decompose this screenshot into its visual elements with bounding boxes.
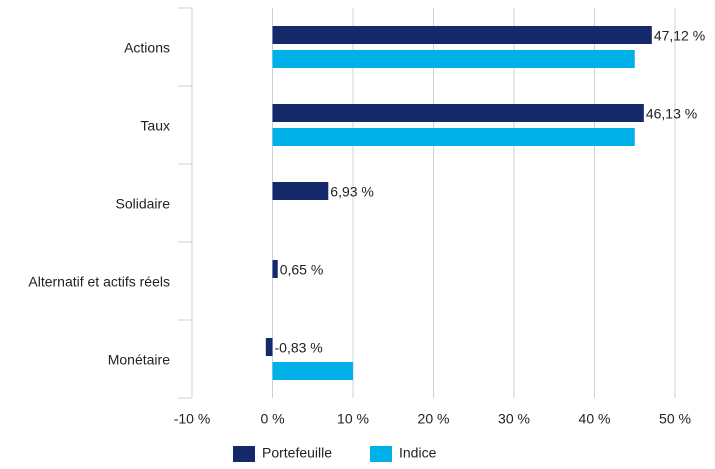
legend-swatch	[370, 446, 392, 462]
value-label: 6,93 %	[330, 184, 374, 200]
value-label: 0,65 %	[280, 262, 324, 278]
x-tick-label: 30 %	[498, 411, 530, 427]
x-tick-label: 50 %	[659, 411, 691, 427]
bar	[272, 182, 329, 200]
value-label: -0,83 %	[275, 340, 323, 356]
legend-label: Portefeuille	[262, 445, 332, 461]
bar	[265, 338, 273, 356]
x-tick-label: -10 %	[174, 411, 211, 427]
bar	[272, 260, 278, 278]
x-tick-label: 0 %	[260, 411, 284, 427]
y-tick-label: Alternatif et actifs réels	[28, 274, 170, 290]
legend-swatch	[233, 446, 255, 462]
x-tick-label: 40 %	[579, 411, 611, 427]
value-label: 47,12 %	[654, 28, 705, 44]
y-tick-label: Actions	[124, 40, 170, 56]
bar	[272, 128, 635, 146]
bar	[272, 362, 353, 380]
x-tick-label: 10 %	[337, 411, 369, 427]
y-tick-label: Solidaire	[116, 196, 171, 212]
y-tick-label: Taux	[140, 118, 170, 134]
bar	[272, 104, 644, 122]
y-tick-label: Monétaire	[108, 352, 170, 368]
x-tick-label: 20 %	[418, 411, 450, 427]
bar	[272, 50, 635, 68]
bar	[272, 26, 652, 44]
value-label: 46,13 %	[646, 106, 697, 122]
legend-label: Indice	[399, 445, 437, 461]
